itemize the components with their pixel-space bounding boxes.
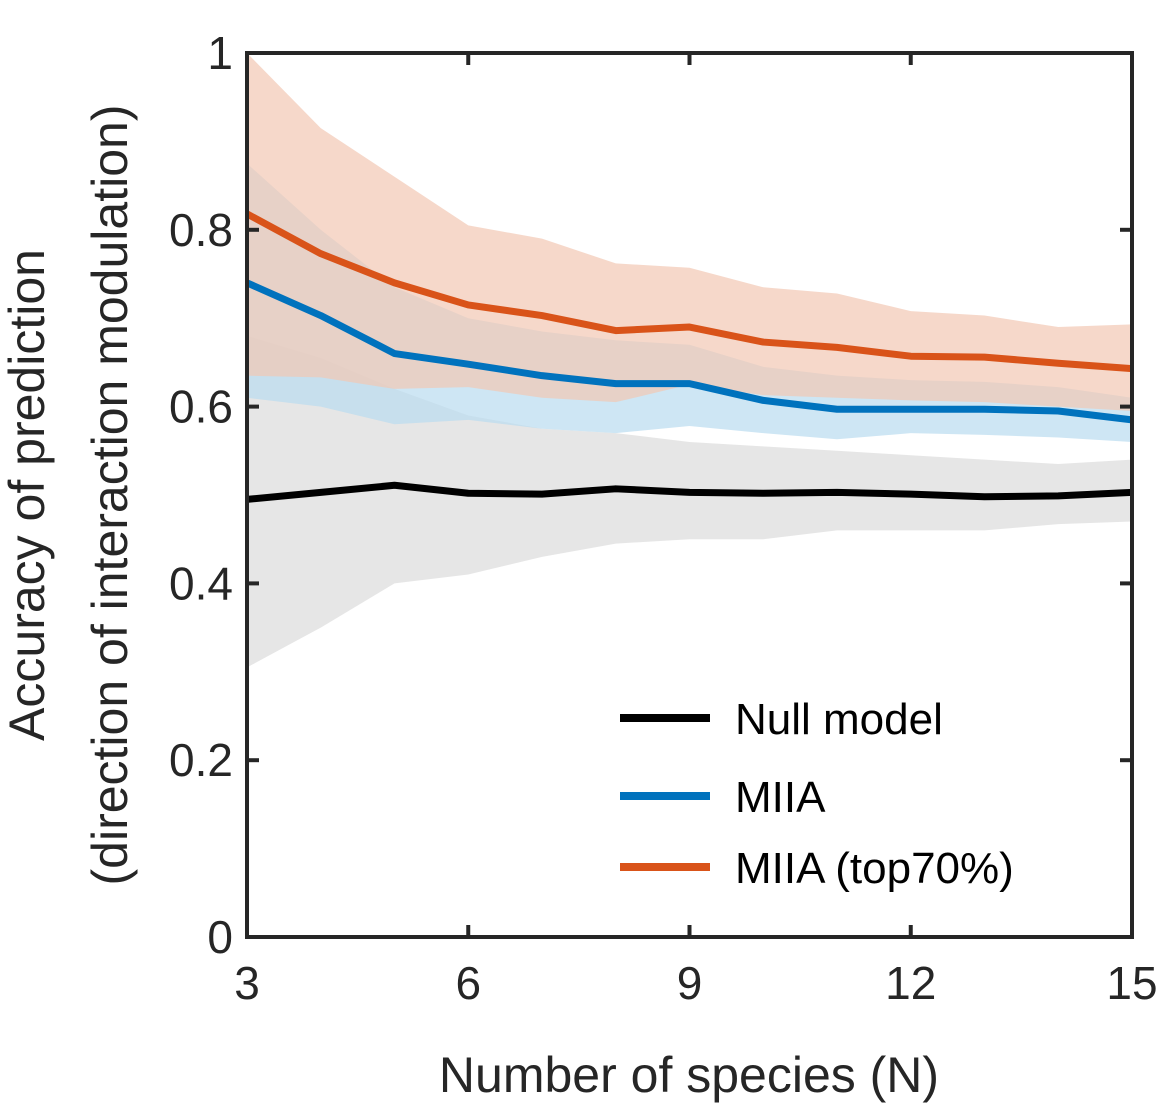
y-tick-label: 0.4	[169, 557, 233, 609]
legend-label-miia-top70: MIIA (top70%)	[735, 844, 1014, 893]
legend-label-miia: MIIA	[735, 773, 826, 822]
tick-labels: 3 6 9 12 15 0 0.2 0.4 0.6 0.8 1	[169, 27, 1158, 1009]
y-tick-label: 1	[207, 27, 233, 79]
line-null-model	[246, 481, 1133, 503]
legend: Null model MIIA MIIA (top70%)	[620, 695, 1014, 893]
y-tick-label: 0.8	[169, 204, 233, 256]
x-tick-label: 9	[677, 957, 703, 1009]
axes	[245, 51, 1134, 939]
y-tick-label: 0.2	[169, 734, 233, 786]
y-tick-label: 0	[207, 911, 233, 963]
y-axis-label-line1: Accuracy of prediction	[0, 249, 55, 741]
series-lines	[245, 210, 1133, 503]
x-tick-label: 15	[1106, 957, 1157, 1009]
band-miia-top70	[247, 53, 1132, 412]
y-axis-label-line2: (direction of interaction modulation)	[82, 105, 138, 886]
x-axis-label: Number of species (N)	[439, 1047, 939, 1103]
x-tick-label: 6	[455, 957, 481, 1009]
legend-label-null-model: Null model	[735, 695, 943, 744]
y-tick-label: 0.6	[169, 381, 233, 433]
line-miia	[245, 279, 1133, 424]
line-miia-top70	[245, 210, 1133, 373]
x-tick-label: 12	[885, 957, 936, 1009]
x-tick-label: 3	[234, 957, 260, 1009]
confidence-bands	[247, 53, 1132, 668]
